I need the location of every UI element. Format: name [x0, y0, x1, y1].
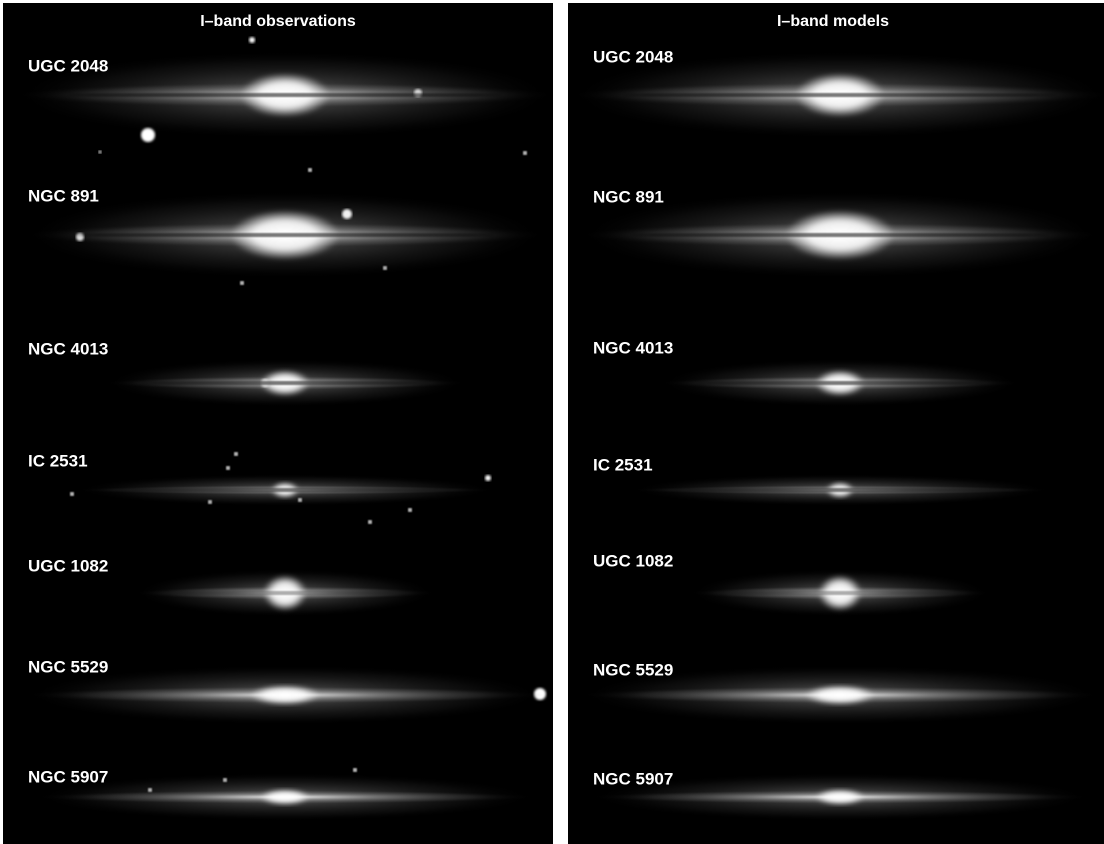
- star: [408, 508, 412, 512]
- dust-lane: [141, 381, 429, 385]
- dust-lane: [165, 591, 405, 595]
- galaxy: [690, 569, 990, 617]
- galaxy-label: NGC 5907: [28, 767, 108, 786]
- dust-lane: [77, 233, 493, 237]
- galaxy-label: NGC 891: [593, 187, 664, 206]
- galaxy: [75, 474, 495, 506]
- galaxy-label: NGC 4013: [593, 338, 673, 357]
- star: [368, 520, 372, 524]
- galaxy-label: UGC 1082: [593, 551, 673, 570]
- dust-lane: [624, 93, 1056, 97]
- star: [240, 281, 244, 285]
- galaxy-label: NGC 5529: [28, 657, 108, 676]
- galaxy: [135, 569, 435, 617]
- star: [485, 475, 491, 481]
- star: [308, 168, 312, 172]
- dust-lane: [720, 591, 960, 595]
- star: [226, 466, 230, 470]
- panel-title: I–band models: [777, 13, 889, 30]
- galaxy-label: NGC 891: [28, 186, 99, 205]
- galaxy-label: NGC 5907: [593, 769, 673, 788]
- star: [249, 37, 255, 43]
- galaxy-bulge: [805, 685, 875, 705]
- galaxy-label: UGC 2048: [593, 47, 673, 66]
- galaxy-bulge: [250, 685, 320, 705]
- figure: I–band observations I–band models UGC 20…: [0, 0, 1104, 844]
- galaxy: [25, 191, 545, 279]
- star: [353, 768, 357, 772]
- dust-lane: [696, 381, 984, 385]
- galaxy: [660, 359, 1020, 407]
- galaxy-label: IC 2531: [28, 451, 88, 470]
- star: [70, 492, 74, 496]
- galaxy-label: NGC 5529: [593, 660, 673, 679]
- dust-lane: [69, 93, 501, 97]
- page: I–band observations I–band models UGC 20…: [0, 0, 1104, 844]
- galaxy: [35, 773, 535, 821]
- panel-title: I–band observations: [200, 13, 356, 30]
- star: [234, 452, 238, 456]
- dust-lane: [632, 233, 1048, 237]
- galaxy-label: UGC 1082: [28, 556, 108, 575]
- star: [523, 151, 527, 155]
- dust-lane: [117, 488, 453, 492]
- star: [99, 151, 102, 154]
- galaxy-bulge: [815, 789, 865, 805]
- galaxy-label: UGC 2048: [28, 56, 108, 75]
- galaxy-label: NGC 4013: [28, 339, 108, 358]
- galaxy: [630, 474, 1050, 506]
- dust-lane: [672, 488, 1008, 492]
- galaxy-label: IC 2531: [593, 455, 653, 474]
- galaxy-bulge: [260, 789, 310, 805]
- galaxy: [105, 359, 465, 407]
